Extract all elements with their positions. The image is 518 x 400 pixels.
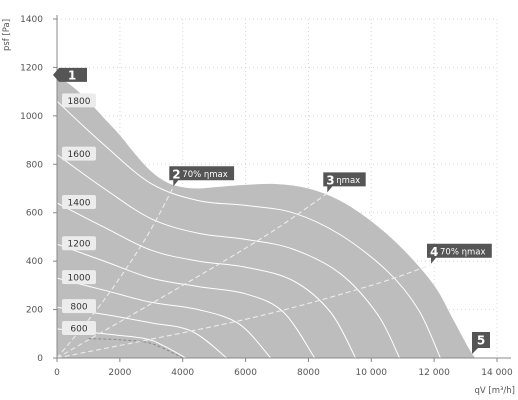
marker-shape xyxy=(427,243,492,264)
y-tick-label: 200 xyxy=(26,306,43,316)
y-tick-label: 600 xyxy=(26,209,43,219)
speed-label-text: 1000 xyxy=(68,274,91,284)
axes: 0 2000 4000 6000 8000 10 000 12 000 14 000 0 200 4… xyxy=(20,15,513,378)
speed-label-600: 600 xyxy=(62,320,96,335)
efficiency-line-2 xyxy=(56,192,328,359)
speed-label-1600: 1600 xyxy=(62,146,96,161)
speed-label-box xyxy=(62,320,96,335)
speed-label-1800: 1800 xyxy=(62,93,96,108)
efficiency-lines xyxy=(56,187,432,359)
marker-number: 1 xyxy=(68,68,76,82)
speed-label-1000: 1000 xyxy=(62,270,96,285)
speed-label-box xyxy=(62,93,96,108)
marker-shape xyxy=(472,332,490,354)
speed-curve-1400 xyxy=(56,202,357,359)
marker-caption: 70% ηmax xyxy=(182,170,228,180)
y-axis-title: psf [Pa] xyxy=(2,19,12,51)
speed-curve-1800 xyxy=(56,100,441,359)
marker-caption: 70% ηmax xyxy=(440,247,486,257)
x-tick-label: 2000 xyxy=(108,368,131,378)
efficiency-line-1 xyxy=(56,187,174,359)
y-tick-label: 1000 xyxy=(20,112,43,122)
speed-curve-1600 xyxy=(56,154,401,359)
marker-number: 2 xyxy=(172,167,180,181)
speed-curves xyxy=(56,100,441,359)
y-tick-label: 1400 xyxy=(20,15,43,25)
speed-label-box xyxy=(62,236,96,251)
x-axis-title: qV [m³/h] xyxy=(475,386,515,396)
x-tick-label: 10 000 xyxy=(356,368,388,378)
marker-shape xyxy=(53,67,87,82)
operating-area xyxy=(57,75,475,359)
x-tick-label: 4000 xyxy=(171,368,194,378)
marker-number: 5 xyxy=(477,334,485,348)
y-tick-label: 0 xyxy=(37,354,43,364)
speed-label-box xyxy=(62,299,96,314)
speed-curve-1200 xyxy=(56,243,316,359)
speed-label-box xyxy=(62,195,96,210)
x-tick-label: 6000 xyxy=(234,368,257,378)
marker-3: 3 ηmax xyxy=(323,172,366,193)
speed-label-box xyxy=(62,146,96,161)
speed-label-box xyxy=(62,270,96,285)
speed-label-text: 1600 xyxy=(68,150,91,160)
x-tick-label: 12 000 xyxy=(418,368,450,378)
speed-labels: 1800 1600 1400 1200 1000 800 600 xyxy=(62,93,96,335)
speed-label-1200: 1200 xyxy=(62,236,96,251)
speed-label-text: 1400 xyxy=(68,199,91,209)
speed-label-text: 600 xyxy=(70,324,87,334)
y-tick-label: 400 xyxy=(26,257,43,267)
marker-5: 5 xyxy=(472,332,490,354)
marker-2: 2 70% ηmax xyxy=(169,166,235,187)
speed-label-text: 800 xyxy=(70,303,87,313)
marker-shape xyxy=(169,166,235,187)
marker-caption: ηmax xyxy=(336,176,360,186)
operating-area-fill xyxy=(57,75,475,359)
speed-label-text: 1800 xyxy=(68,97,91,107)
marker-number: 3 xyxy=(326,173,334,187)
marker-shape xyxy=(323,172,366,193)
x-tick-label: 14 000 xyxy=(481,368,513,378)
marker-number: 4 xyxy=(430,245,438,259)
y-tick-label: 1200 xyxy=(20,63,43,73)
inner-boundary-curve xyxy=(88,338,183,359)
speed-curve-1000 xyxy=(56,277,272,359)
y-tick-label: 800 xyxy=(26,160,43,170)
x-tick-label: 8000 xyxy=(297,368,320,378)
marker-1: 1 xyxy=(53,67,87,82)
speed-label-800: 800 xyxy=(62,299,96,314)
speed-label-text: 1200 xyxy=(68,240,91,250)
speed-label-1400: 1400 xyxy=(62,195,96,210)
efficiency-line-3 xyxy=(56,264,432,359)
marker-4: 4 70% ηmax xyxy=(427,243,492,264)
x-tick-label: 0 xyxy=(54,368,60,378)
